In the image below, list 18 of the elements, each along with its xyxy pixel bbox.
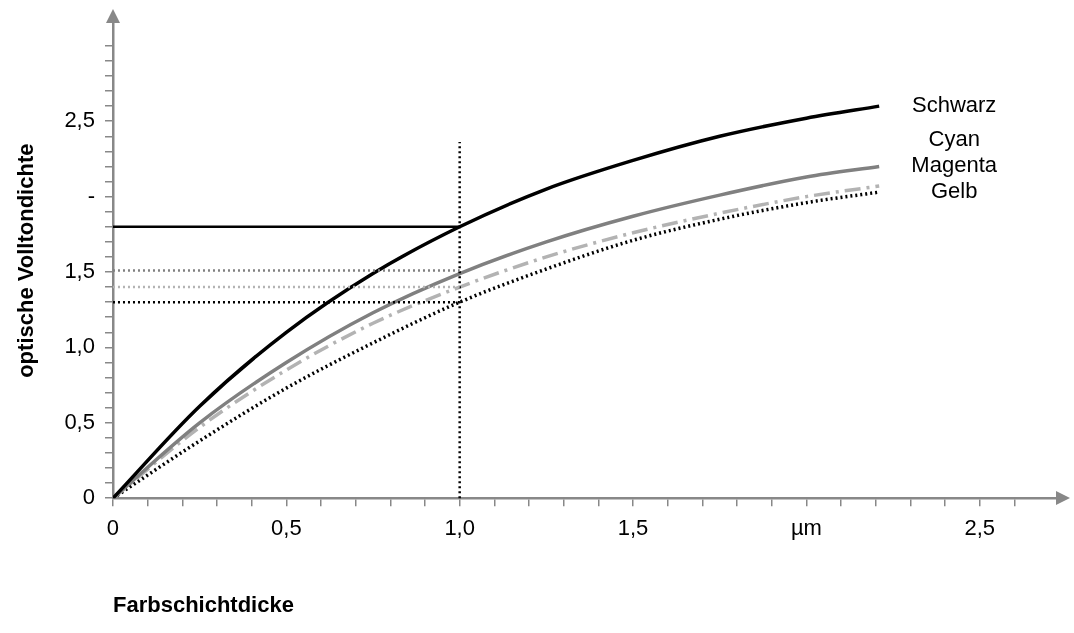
series-label: Magenta: [911, 152, 998, 178]
x-tick-label: 1,5: [617, 515, 649, 541]
x-tick-label: 2,5: [964, 515, 996, 541]
y-tick-label: 0,5: [64, 408, 95, 434]
x-tick-label: µm: [790, 515, 822, 541]
y-tick-label: 0: [82, 484, 95, 510]
y-tick-label: -: [87, 182, 95, 208]
y-tick-label: 2,5: [64, 107, 95, 133]
x-tick-label: 0: [106, 515, 120, 541]
x-axis-title: Farbschichtdicke: [112, 591, 294, 617]
series-label: Schwarz: [912, 92, 997, 118]
x-tick-label: 0,5: [271, 515, 302, 541]
text: Cyan: [928, 126, 980, 152]
y-tick-label: 1,5: [64, 258, 95, 284]
x-tick-label: 1,0: [444, 515, 475, 541]
text: Gelb: [930, 178, 978, 204]
y-tick-label: 1,0: [64, 333, 95, 359]
y-axis-title: optische Volltondichte: [13, 143, 39, 378]
